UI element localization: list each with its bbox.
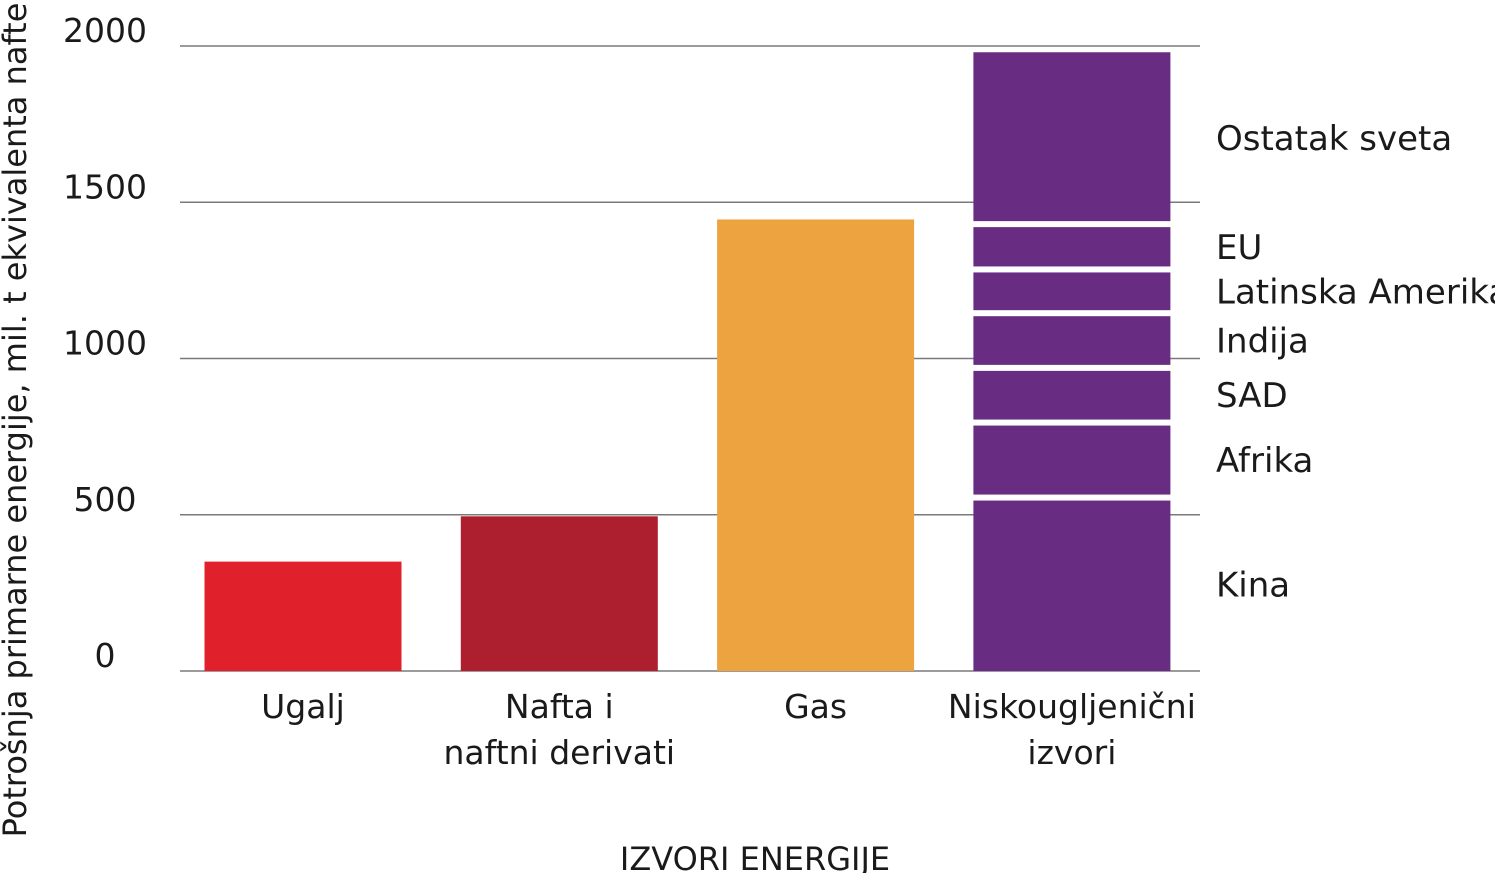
- bar-segment: [973, 52, 1171, 222]
- category-labels: Ugalj Nafta i naftni derivati Gas Niskouglje…: [261, 687, 1196, 772]
- category-label: Gas: [784, 687, 847, 726]
- y-tick-label: 500: [74, 480, 137, 519]
- segment-label: Indija: [1216, 322, 1309, 362]
- segment-label: SAD: [1216, 376, 1288, 416]
- bar-segment: [973, 370, 1171, 420]
- y-axis-title: Potrošnja primarne energije, mil. t ekvi…: [0, 3, 34, 838]
- bar-segment: [973, 272, 1171, 311]
- category-label: izvori: [1027, 733, 1116, 772]
- y-tick-label: 1500: [63, 167, 147, 206]
- segment-label: Latinska Amerika: [1216, 272, 1495, 312]
- bar-segment: [973, 227, 1171, 267]
- segment-label: Afrika: [1216, 441, 1313, 481]
- y-tick-label: 1000: [63, 324, 147, 363]
- segment-label: Ostatak sveta: [1216, 119, 1452, 159]
- segment-label: EU: [1216, 228, 1262, 268]
- bar-segment: [973, 425, 1171, 495]
- bar-segment: [973, 316, 1171, 365]
- bar: [460, 516, 658, 671]
- y-tick-label: 0: [95, 636, 116, 675]
- bar-segment: [973, 500, 1171, 671]
- y-tick-label: 2000: [63, 11, 147, 50]
- segment-label: Kina: [1216, 565, 1290, 605]
- category-label: Niskougljenični: [948, 687, 1196, 726]
- category-label: Ugalj: [261, 687, 345, 726]
- x-axis-title: IZVORI ENERGIJE: [620, 840, 890, 873]
- bars: [204, 52, 1171, 671]
- y-axis-ticks: 0 500 1000 1500 2000: [63, 11, 147, 675]
- bar: [717, 219, 915, 671]
- category-label: Nafta i: [505, 687, 614, 726]
- bar: [204, 561, 402, 671]
- category-label: naftni derivati: [444, 733, 676, 772]
